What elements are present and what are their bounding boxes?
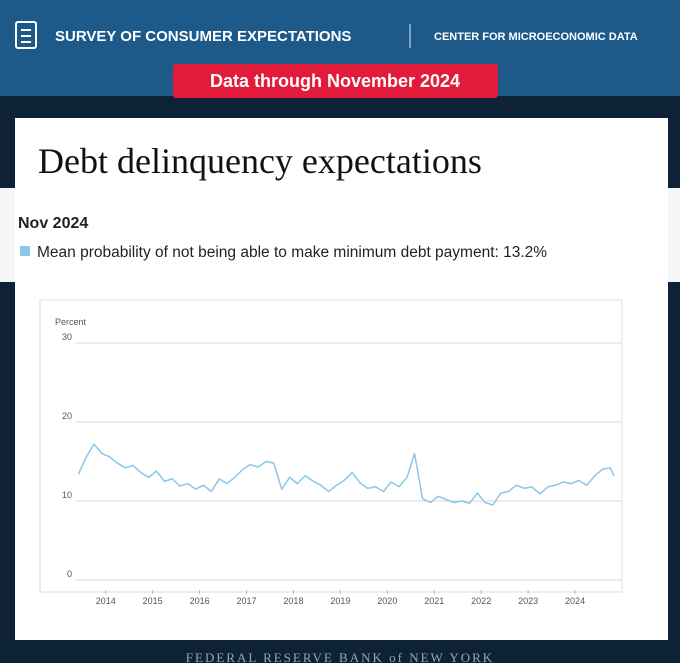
tooltip bbox=[0, 188, 680, 282]
x-tick-label: 2016 bbox=[190, 596, 210, 606]
x-tick-label: 2018 bbox=[283, 596, 303, 606]
tooltip-text: Mean probability of not being able to ma… bbox=[37, 244, 547, 261]
x-tick-label: 2021 bbox=[424, 596, 444, 606]
chart-title: Debt delinquency expectations bbox=[38, 141, 482, 181]
survey-name: SURVEY OF CONSUMER EXPECTATIONS bbox=[55, 28, 351, 45]
x-tick-label: 2017 bbox=[237, 596, 257, 606]
y-tick-label: 30 bbox=[62, 332, 72, 342]
x-tick-label: 2024 bbox=[565, 596, 585, 606]
tooltip-swatch bbox=[20, 246, 30, 256]
x-tick-label: 2020 bbox=[377, 596, 397, 606]
center-name: CENTER FOR MICROECONOMIC DATA bbox=[434, 31, 638, 43]
badge-text: Data through November 2024 bbox=[210, 71, 460, 91]
y-tick-label: 0 bbox=[67, 569, 72, 579]
x-tick-label: 2019 bbox=[330, 596, 350, 606]
clipboard-icon bbox=[15, 21, 37, 49]
tooltip-title: Nov 2024 bbox=[18, 215, 88, 232]
x-tick-label: 2015 bbox=[143, 596, 163, 606]
x-tick-label: 2014 bbox=[96, 596, 116, 606]
x-tick-label: 2023 bbox=[518, 596, 538, 606]
line-series bbox=[77, 443, 615, 506]
y-tick-label: 10 bbox=[62, 490, 72, 500]
footer: FEDERAL RESERVE BANK of NEW YORK bbox=[186, 650, 494, 663]
x-tick-label: 2022 bbox=[471, 596, 491, 606]
plot-frame bbox=[39, 299, 623, 593]
badge bbox=[173, 64, 498, 98]
y-tick-label: 20 bbox=[62, 411, 72, 421]
y-axis-label: Percent bbox=[55, 317, 87, 327]
plot: 0 10 20 30 2014 2015 2016 2017 2018 2019 2020 2021 2… bbox=[62, 332, 622, 606]
